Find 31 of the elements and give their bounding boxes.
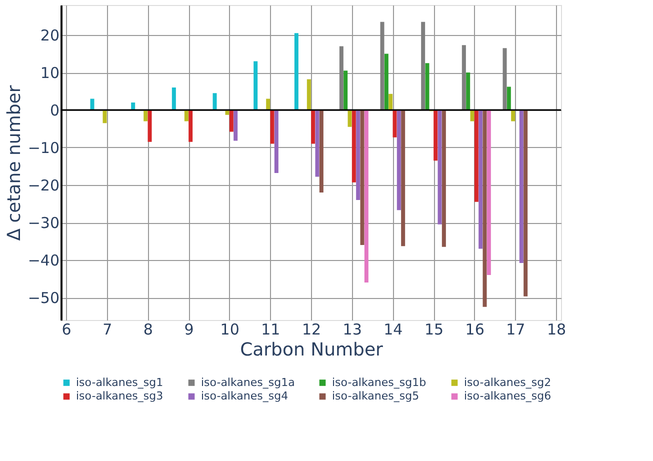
y-tick-label: 10: [40, 64, 60, 82]
x-tick-label: 17: [506, 320, 526, 338]
x-tick-label: 9: [184, 320, 194, 338]
x-tick-label: 16: [465, 320, 484, 338]
y-tick-label: 0: [50, 102, 60, 120]
legend-label: iso-alkanes_sg5: [332, 390, 420, 402]
x-tick-label: 15: [424, 320, 444, 338]
legend-label: iso-alkanes_sg3: [76, 390, 164, 402]
legend-label: iso-alkanes_sg2: [464, 376, 552, 389]
x-tick-label: 8: [143, 320, 153, 338]
legend-label: iso-alkanes_sg1b: [332, 376, 426, 389]
x-tick-label: 7: [102, 320, 112, 338]
x-tick-label: 14: [384, 320, 403, 338]
y-tick-label: −40: [28, 252, 60, 270]
y-tick-label: −10: [28, 139, 60, 157]
x-tick-label: 13: [342, 320, 362, 338]
x-tick-label: 18: [546, 320, 566, 338]
y-axis-title: Δ cetane number: [4, 84, 25, 241]
x-tick-label: 11: [261, 320, 280, 338]
x-tick-label: 12: [302, 320, 322, 338]
y-tick-label: −30: [28, 214, 60, 232]
legend-label: iso-alkanes_sg1: [76, 376, 164, 389]
x-tick-label: 10: [220, 320, 240, 338]
y-tick-label: −20: [28, 176, 60, 194]
legend-label: iso-alkanes_sg4: [201, 390, 288, 402]
x-axis-title: Carbon Number: [240, 340, 384, 360]
y-tick-label: 20: [40, 26, 60, 44]
legend-label: iso-alkanes_sg6: [464, 390, 552, 402]
y-tick-label: −50: [28, 289, 60, 307]
x-tick-label: 6: [62, 320, 72, 338]
legend-label: iso-alkanes_sg1a: [201, 376, 295, 389]
